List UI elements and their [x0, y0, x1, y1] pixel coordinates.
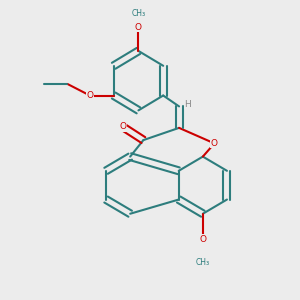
Text: O: O	[135, 22, 142, 32]
Text: O: O	[86, 91, 93, 100]
Text: O: O	[119, 122, 126, 131]
Text: O: O	[199, 235, 206, 244]
Text: O: O	[211, 139, 218, 148]
Text: H: H	[184, 100, 191, 109]
Text: CH₃: CH₃	[131, 9, 146, 18]
Text: CH₃: CH₃	[196, 258, 210, 267]
